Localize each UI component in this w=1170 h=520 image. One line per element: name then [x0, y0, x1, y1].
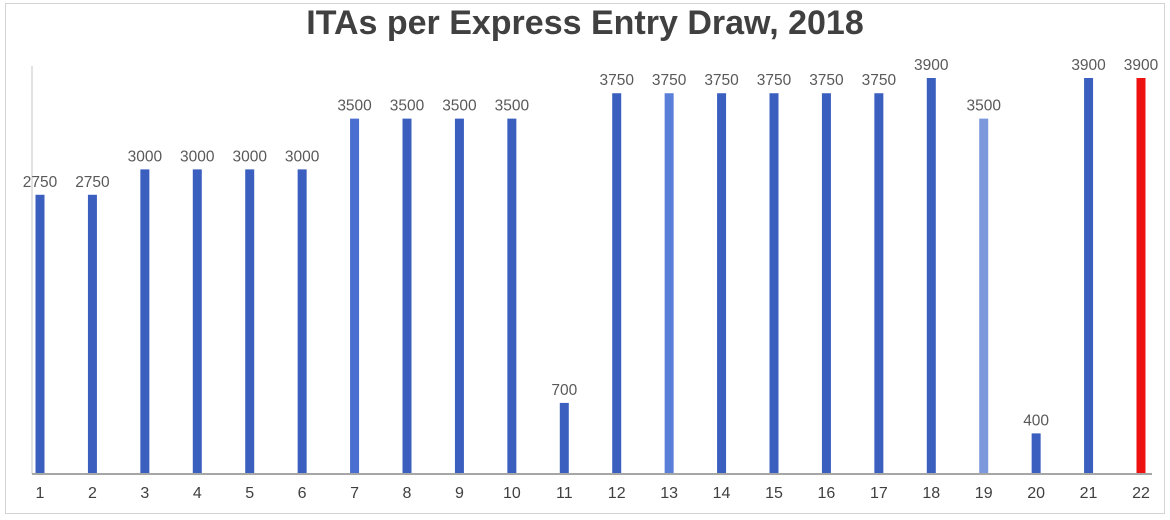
data-label-1: 2750: [23, 174, 58, 191]
data-label-16: 3750: [809, 72, 844, 89]
data-label-9: 3500: [442, 98, 477, 115]
data-label-7: 3500: [337, 98, 372, 115]
data-label-10: 3500: [495, 98, 530, 115]
bar-9: [454, 118, 464, 475]
bar-5: [245, 169, 255, 474]
x-tick-13: 13: [660, 485, 678, 502]
bar-21: [1084, 78, 1094, 474]
data-label-22: 3900: [1124, 57, 1159, 74]
x-tick-20: 20: [1027, 485, 1045, 502]
bar-19: [979, 118, 989, 475]
x-tick-21: 21: [1080, 485, 1098, 502]
x-tick-10: 10: [503, 485, 521, 502]
x-tick-2: 2: [88, 485, 97, 502]
data-label-2: 2750: [75, 174, 110, 191]
data-label-20: 400: [1023, 412, 1049, 429]
data-label-12: 3750: [599, 72, 634, 89]
data-label-21: 3900: [1071, 57, 1106, 74]
bar-13: [664, 93, 674, 474]
x-tick-22: 22: [1132, 485, 1150, 502]
x-tick-15: 15: [765, 485, 783, 502]
x-tick-5: 5: [245, 485, 254, 502]
bar-20: [1031, 433, 1041, 474]
x-tick-3: 3: [140, 485, 149, 502]
bar-11: [559, 402, 569, 474]
bar-12: [612, 93, 622, 474]
bar-15: [769, 93, 779, 474]
chart-title: ITAs per Express Entry Draw, 2018: [306, 4, 864, 42]
bar-14: [717, 93, 727, 474]
bar-22: [1136, 78, 1146, 474]
x-tick-8: 8: [403, 485, 412, 502]
x-tick-19: 19: [975, 485, 993, 502]
x-tick-14: 14: [713, 485, 731, 502]
x-tick-12: 12: [608, 485, 626, 502]
bar-16: [821, 93, 831, 474]
x-tick-1: 1: [36, 485, 45, 502]
x-tick-11: 11: [556, 485, 573, 502]
x-tick-18: 18: [922, 485, 940, 502]
data-label-4: 3000: [180, 148, 215, 165]
bar-1: [35, 194, 45, 474]
bar-18: [926, 78, 936, 474]
x-tick-9: 9: [455, 485, 464, 502]
x-tick-4: 4: [193, 485, 202, 502]
data-label-3: 3000: [128, 148, 163, 165]
bar-10: [507, 118, 517, 475]
bar-4: [192, 169, 202, 474]
data-label-8: 3500: [390, 98, 425, 115]
data-label-18: 3900: [914, 57, 949, 74]
data-label-11: 700: [551, 382, 577, 399]
bar-17: [874, 93, 884, 474]
x-tick-16: 16: [818, 485, 836, 502]
data-label-6: 3000: [285, 148, 320, 165]
data-label-17: 3750: [862, 72, 897, 89]
x-tick-7: 7: [350, 485, 359, 502]
bar-3: [140, 169, 150, 474]
bar-7: [350, 118, 360, 475]
data-label-15: 3750: [757, 72, 792, 89]
bar-2: [87, 194, 97, 474]
x-tick-17: 17: [870, 485, 888, 502]
data-label-14: 3750: [704, 72, 739, 89]
x-tick-6: 6: [298, 485, 307, 502]
data-label-13: 3750: [652, 72, 687, 89]
data-label-5: 3000: [232, 148, 267, 165]
bar-6: [297, 169, 307, 474]
data-label-19: 3500: [966, 98, 1001, 115]
bar-8: [402, 118, 412, 475]
